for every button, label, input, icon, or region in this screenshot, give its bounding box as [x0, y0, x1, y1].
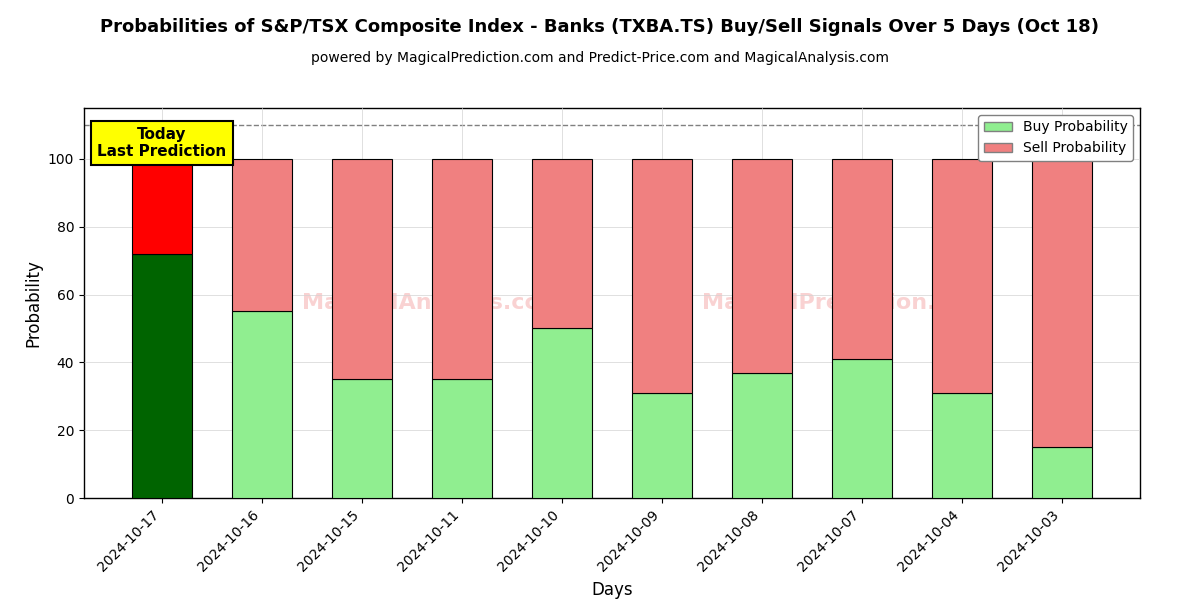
X-axis label: Days: Days	[592, 581, 632, 599]
Text: powered by MagicalPrediction.com and Predict-Price.com and MagicalAnalysis.com: powered by MagicalPrediction.com and Pre…	[311, 51, 889, 65]
Bar	[932, 393, 992, 498]
Bar	[332, 159, 392, 379]
Bar	[732, 373, 792, 498]
Bar	[832, 159, 892, 359]
Text: Probabilities of S&P/TSX Composite Index - Banks (TXBA.TS) Buy/Sell Signals Over: Probabilities of S&P/TSX Composite Index…	[101, 18, 1099, 36]
Text: Today
Last Prediction: Today Last Prediction	[97, 127, 227, 159]
Bar	[532, 159, 592, 328]
Bar	[632, 159, 692, 393]
Bar	[432, 159, 492, 379]
Bar	[232, 311, 292, 498]
Bar	[1032, 159, 1092, 447]
Bar	[932, 159, 992, 393]
Text: MagicalAnalysis.com: MagicalAnalysis.com	[302, 293, 563, 313]
Bar	[132, 254, 192, 498]
Bar	[232, 159, 292, 311]
Bar	[1032, 447, 1092, 498]
Y-axis label: Probability: Probability	[24, 259, 42, 347]
Legend: Buy Probability, Sell Probability: Buy Probability, Sell Probability	[978, 115, 1133, 161]
Bar	[632, 393, 692, 498]
Bar	[832, 359, 892, 498]
Bar	[532, 328, 592, 498]
Bar	[432, 379, 492, 498]
Bar	[332, 379, 392, 498]
Bar	[732, 159, 792, 373]
Bar	[132, 159, 192, 254]
Text: MagicalPrediction.com: MagicalPrediction.com	[702, 293, 988, 313]
